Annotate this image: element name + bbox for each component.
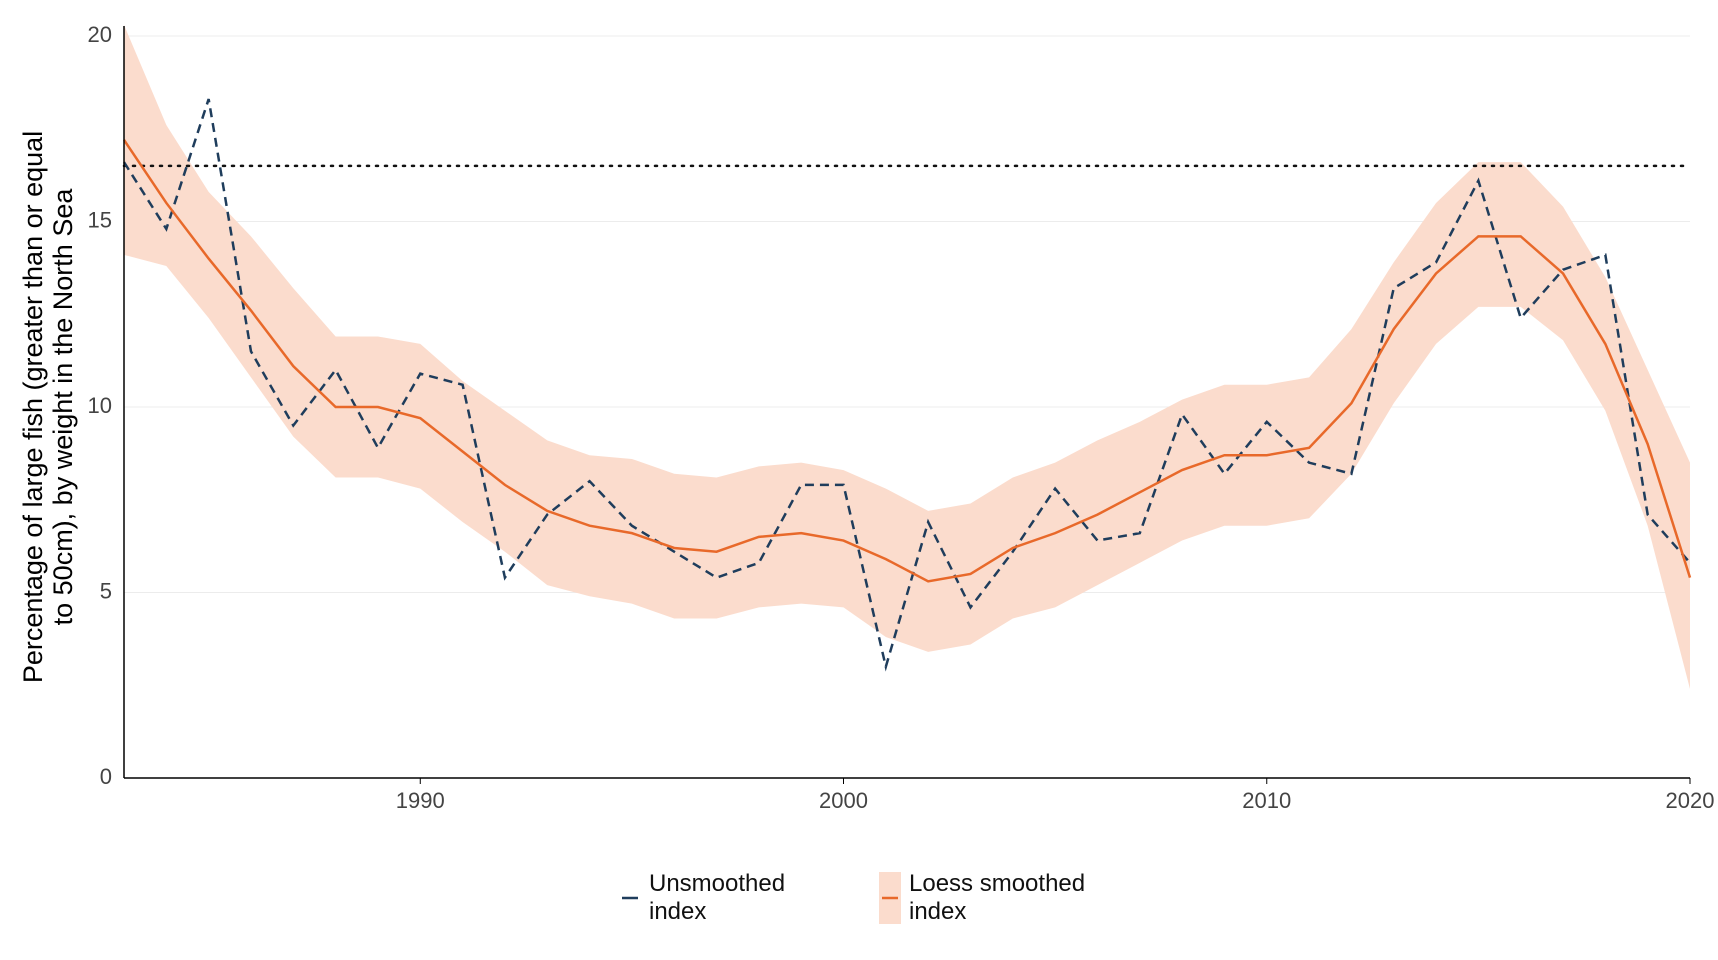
y-axis-title: Percentage of large fish (greater than o…	[18, 131, 48, 683]
x-tick-label: 1990	[396, 788, 445, 813]
y-axis-title: to 50cm), by weight in the North Sea	[48, 188, 78, 626]
confidence-band	[124, 24, 1690, 689]
x-tick-label: 2000	[819, 788, 868, 813]
chart: 0 5 10 15 20 1990 2000 2010 2020 Percentage of la…	[18, 22, 1715, 813]
legend-item: Unsmoothed index	[619, 870, 839, 926]
y-tick-label: 20	[88, 22, 112, 47]
y-tick-label: 0	[100, 764, 112, 789]
y-axis-title-group: Percentage of large fish (greater than o…	[18, 131, 78, 683]
series-line	[122, 139, 1692, 583]
legend-label: Loess smoothed index	[909, 870, 1086, 925]
legend-item: Loess smoothed index	[879, 870, 1099, 926]
legend-swatch	[622, 896, 638, 900]
y-tick-label: 15	[88, 207, 112, 232]
y-tick-label: 5	[100, 578, 112, 603]
legend: Unsmoothed index Loess smoothed index	[0, 870, 1718, 926]
x-tick-label: 2010	[1242, 788, 1291, 813]
x-tick-label: 2020	[1666, 788, 1715, 813]
series-line	[122, 98, 1691, 672]
legend-label: Unsmoothed index	[649, 870, 786, 925]
y-tick-label: 10	[88, 393, 112, 418]
legend-swatch	[879, 872, 901, 924]
